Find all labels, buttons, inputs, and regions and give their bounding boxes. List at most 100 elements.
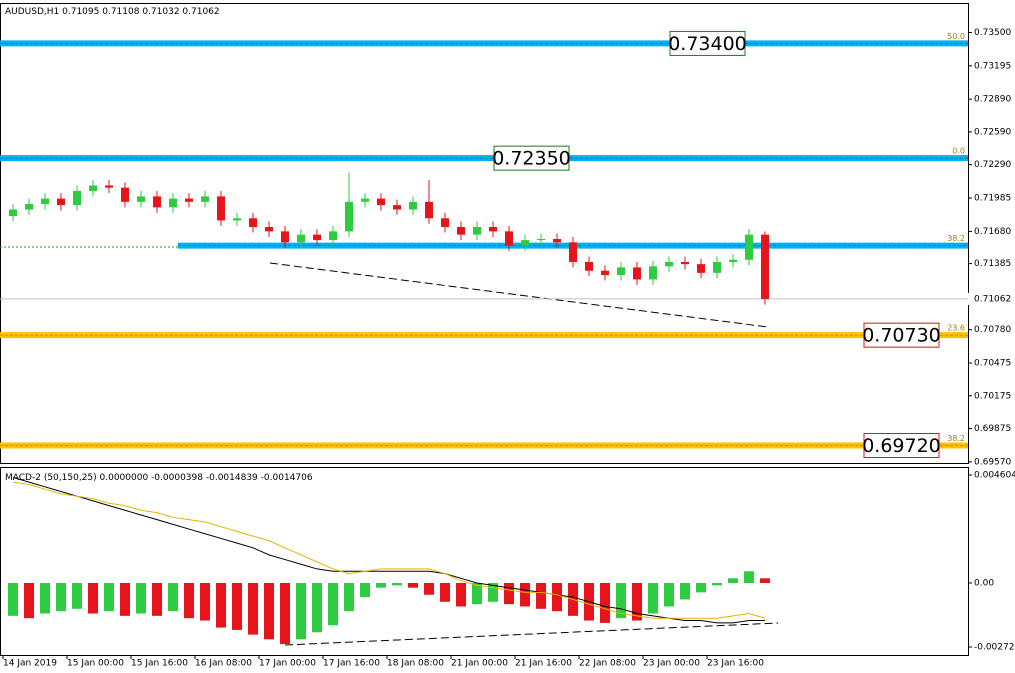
macd-header: MACD-2 (50,150,25) 0.0000000 -0.0000398 … bbox=[5, 473, 313, 483]
macd-bar bbox=[88, 583, 98, 614]
level-label: 0.73400 bbox=[668, 33, 747, 55]
candle-body bbox=[617, 267, 625, 276]
macd-bar bbox=[184, 583, 194, 619]
macd-bar bbox=[600, 583, 610, 623]
candle-body bbox=[665, 261, 673, 267]
x-tick-label: 23 Jan 00:00 bbox=[643, 659, 700, 669]
candle-body bbox=[313, 234, 321, 241]
macd-frame bbox=[0, 467, 969, 656]
macd-bar bbox=[648, 583, 658, 614]
macd-bar bbox=[472, 583, 482, 605]
y-tick-label: 0.71985 bbox=[974, 194, 1011, 204]
y-tick-label: 0.70475 bbox=[974, 359, 1011, 369]
x-tick-label: 16 Jan 08:00 bbox=[195, 659, 252, 669]
fib-label: 0.0 bbox=[952, 147, 965, 156]
macd-bar bbox=[424, 583, 434, 595]
level-label: 0.72350 bbox=[492, 148, 571, 170]
candle-body bbox=[553, 239, 561, 243]
y-tick-label: 0.72890 bbox=[974, 95, 1011, 105]
chart-header: AUDUSD,H1 0.71095 0.71108 0.71032 0.7106… bbox=[5, 7, 220, 17]
macd-line bbox=[12, 476, 765, 624]
candle-body bbox=[377, 198, 385, 206]
ohlc: 0.71032 bbox=[142, 7, 179, 17]
macd-bar bbox=[40, 583, 50, 614]
level-label: 0.69720 bbox=[862, 435, 941, 457]
candle-body bbox=[505, 231, 513, 246]
y-tick-label: 0.71385 bbox=[974, 259, 1011, 269]
candle-body bbox=[601, 270, 609, 276]
macd-bar bbox=[360, 583, 370, 598]
macd-bar bbox=[392, 583, 402, 586]
candle-body bbox=[233, 218, 241, 221]
candle-body bbox=[297, 234, 305, 243]
x-tick-label: 21 Jan 00:00 bbox=[451, 659, 508, 669]
candle-body bbox=[441, 218, 449, 227]
ohlc: 0.71108 bbox=[102, 7, 139, 17]
candle-body bbox=[761, 234, 769, 300]
macd-value: 0.0000000 bbox=[100, 473, 149, 483]
candle-body bbox=[153, 196, 161, 208]
y-tick-label: 0.73195 bbox=[974, 61, 1011, 71]
macd-bar bbox=[488, 583, 498, 602]
macd-bar bbox=[168, 583, 178, 612]
candle-body bbox=[697, 264, 705, 273]
price-box bbox=[968, 292, 1012, 305]
candle-body bbox=[41, 198, 49, 205]
y-tick-label: 0.00 bbox=[974, 579, 994, 589]
trend-line bbox=[269, 262, 769, 328]
fib-label: 23.6 bbox=[947, 324, 965, 333]
price-label: 0.71062 bbox=[974, 294, 1011, 304]
candle-body bbox=[537, 239, 545, 241]
macd-bar bbox=[248, 583, 258, 635]
candle-body bbox=[281, 231, 289, 243]
level-box bbox=[863, 322, 940, 348]
y-tick-label: 0.72290 bbox=[974, 160, 1011, 170]
level-box bbox=[863, 433, 940, 459]
macd-bar bbox=[744, 571, 754, 584]
symbol: AUDUSD,H1 bbox=[5, 7, 59, 17]
candle-body bbox=[169, 198, 177, 208]
macd-title: MACD-2 (50,150,25) bbox=[5, 473, 97, 483]
candle-body bbox=[265, 226, 273, 232]
candle-body bbox=[633, 267, 641, 280]
fib-label: 38.2 bbox=[947, 234, 965, 243]
level-box bbox=[669, 30, 746, 56]
candle-body bbox=[457, 226, 465, 235]
y-tick-label: 0.69570 bbox=[974, 457, 1011, 467]
macd-bar bbox=[136, 583, 146, 614]
x-tick-label: 18 Jan 08:00 bbox=[387, 659, 444, 669]
candle-body bbox=[473, 226, 481, 235]
macd-bar bbox=[344, 583, 354, 612]
ohlc: 0.71095 bbox=[62, 7, 99, 17]
macd-bar bbox=[680, 583, 690, 600]
candle-body bbox=[25, 204, 33, 210]
macd-bar bbox=[376, 583, 386, 588]
y-tick-label: 0.70780 bbox=[974, 325, 1011, 335]
y-tick-label: -0.002728 bbox=[974, 643, 1015, 653]
y-tick-label: 0.004604 bbox=[974, 470, 1015, 480]
macd-bar bbox=[520, 583, 530, 607]
macd-value: -0.0014839 bbox=[206, 473, 258, 483]
fib-label: 38.2 bbox=[947, 434, 965, 443]
x-tick-label: 15 Jan 00:00 bbox=[67, 659, 124, 669]
x-tick-label: 14 Jan 2019 bbox=[3, 659, 57, 669]
macd-bar bbox=[264, 583, 274, 640]
trend-line bbox=[284, 622, 779, 646]
macd-bar bbox=[8, 583, 18, 616]
macd-bar bbox=[24, 583, 34, 619]
macd-bar bbox=[552, 583, 562, 612]
candle-body bbox=[73, 190, 81, 206]
macd-bar bbox=[296, 583, 306, 640]
candle-body bbox=[521, 240, 529, 246]
candle-body bbox=[393, 205, 401, 210]
macd-bar bbox=[616, 583, 626, 619]
macd-bar bbox=[200, 583, 210, 621]
candle-body bbox=[329, 231, 337, 241]
candle-body bbox=[489, 226, 497, 232]
candle-body bbox=[137, 196, 145, 202]
macd-bar bbox=[696, 583, 706, 593]
macd-bar bbox=[152, 583, 162, 616]
candle-body bbox=[89, 185, 97, 191]
candle-body bbox=[713, 261, 721, 273]
macd-bar bbox=[760, 578, 770, 584]
